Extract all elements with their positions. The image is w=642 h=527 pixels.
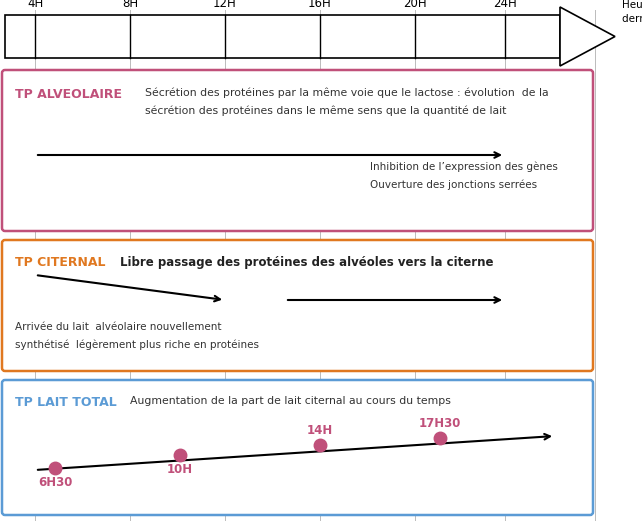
Text: 4H: 4H bbox=[27, 0, 43, 10]
Text: synthétisé  légèrement plus riche en protéines: synthétisé légèrement plus riche en prot… bbox=[15, 340, 259, 350]
FancyBboxPatch shape bbox=[2, 240, 593, 371]
Text: Augmentation de la part de lait citernal au cours du temps: Augmentation de la part de lait citernal… bbox=[130, 396, 451, 406]
Text: Sécrétion des protéines par la même voie que le lactose : évolution  de la: Sécrétion des protéines par la même voie… bbox=[145, 88, 549, 99]
Bar bbox=[5, 15, 560, 58]
Text: 17H30: 17H30 bbox=[419, 417, 461, 430]
Text: 14H: 14H bbox=[307, 424, 333, 437]
Text: Arrivée du lait  alvéolaire nouvellement: Arrivée du lait alvéolaire nouvellement bbox=[15, 322, 221, 332]
Text: TP ALVEOLAIRE: TP ALVEOLAIRE bbox=[15, 88, 122, 101]
Text: 16H: 16H bbox=[308, 0, 332, 10]
Text: 12H: 12H bbox=[213, 0, 237, 10]
Text: sécrétion des protéines dans le même sens que la quantité de lait: sécrétion des protéines dans le même sen… bbox=[145, 106, 507, 116]
Text: dernière traite: dernière traite bbox=[622, 14, 642, 24]
Text: TP CITERNAL: TP CITERNAL bbox=[15, 256, 105, 269]
Text: 6H30: 6H30 bbox=[38, 476, 72, 489]
Text: Libre passage des protéines des alvéoles vers la citerne: Libre passage des protéines des alvéoles… bbox=[120, 256, 494, 269]
Text: Inhibition de l’expression des gènes: Inhibition de l’expression des gènes bbox=[370, 162, 558, 172]
Text: TP LAIT TOTAL: TP LAIT TOTAL bbox=[15, 396, 117, 409]
Text: 24H: 24H bbox=[493, 0, 517, 10]
Text: 20H: 20H bbox=[403, 0, 427, 10]
FancyBboxPatch shape bbox=[2, 70, 593, 231]
Text: Heures  depuis  la: Heures depuis la bbox=[622, 0, 642, 10]
Polygon shape bbox=[560, 7, 615, 66]
Text: 10H: 10H bbox=[167, 463, 193, 476]
FancyBboxPatch shape bbox=[2, 380, 593, 515]
Text: Ouverture des jonctions serrées: Ouverture des jonctions serrées bbox=[370, 179, 537, 190]
Text: 8H: 8H bbox=[122, 0, 138, 10]
